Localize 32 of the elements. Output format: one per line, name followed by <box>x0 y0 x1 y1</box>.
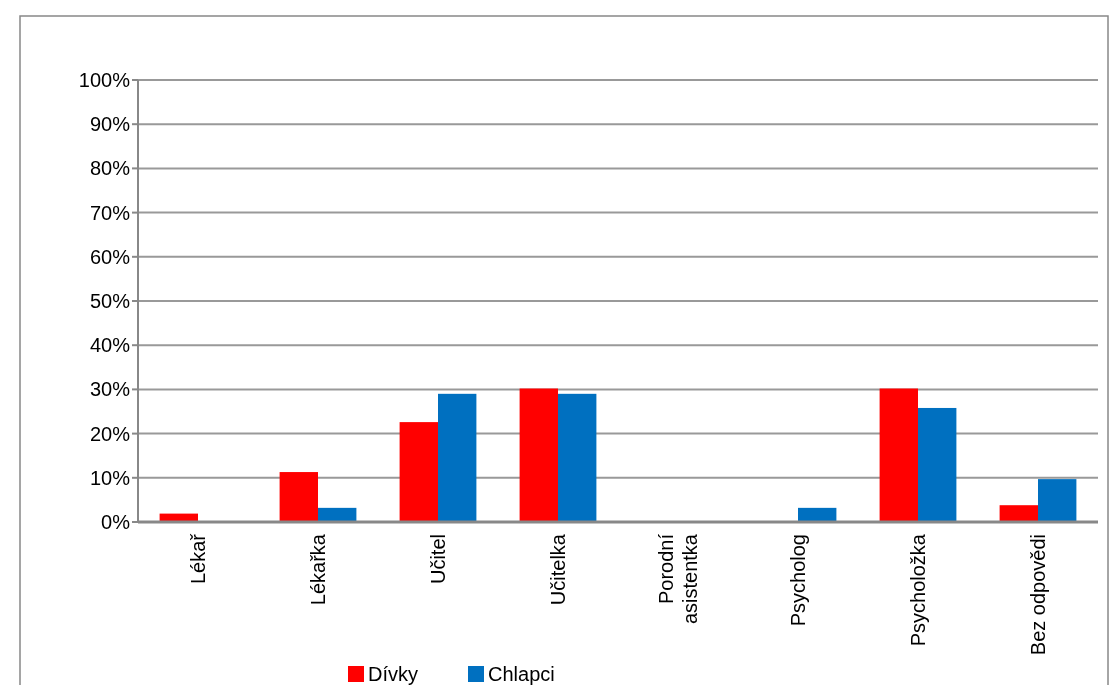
y-tick-label: 70% <box>89 201 131 224</box>
y-tick-label: 40% <box>89 334 131 357</box>
x-tick-label: Lékařka <box>307 533 329 606</box>
y-tick-label: 20% <box>89 422 131 445</box>
y-tick-label: 60% <box>89 245 131 268</box>
x-tick-label: Porodní asistentka <box>655 533 701 625</box>
x-tick-label: Lékař <box>187 532 209 585</box>
x-tick-label: Učitel <box>427 534 449 585</box>
x-tick-label: Psycholog <box>787 534 809 627</box>
y-tick-label: 0% <box>101 511 131 533</box>
bar <box>279 472 318 522</box>
bar <box>558 393 597 522</box>
bar <box>399 422 438 522</box>
x-tick-label: Psycholožka <box>907 533 929 647</box>
bar <box>879 388 918 522</box>
y-tick-label: 10% <box>89 466 131 489</box>
bar <box>798 507 837 522</box>
legend-label: Dívky <box>368 663 418 685</box>
bar <box>1038 479 1077 522</box>
legend-label: Chlapci <box>488 663 555 685</box>
bar <box>519 388 558 522</box>
bar <box>318 507 357 522</box>
x-tick-label: Učitelka <box>547 533 569 606</box>
bar <box>999 505 1038 522</box>
x-tick-label: Bez odpovědi <box>1027 534 1049 656</box>
y-tick-label: 50% <box>89 290 131 312</box>
bar <box>918 407 957 522</box>
y-tick-label: 90% <box>89 113 131 136</box>
bar <box>438 393 477 522</box>
y-tick-label: 100% <box>78 69 131 91</box>
y-tick-label: 80% <box>89 157 131 180</box>
y-tick-label: 30% <box>89 378 131 401</box>
